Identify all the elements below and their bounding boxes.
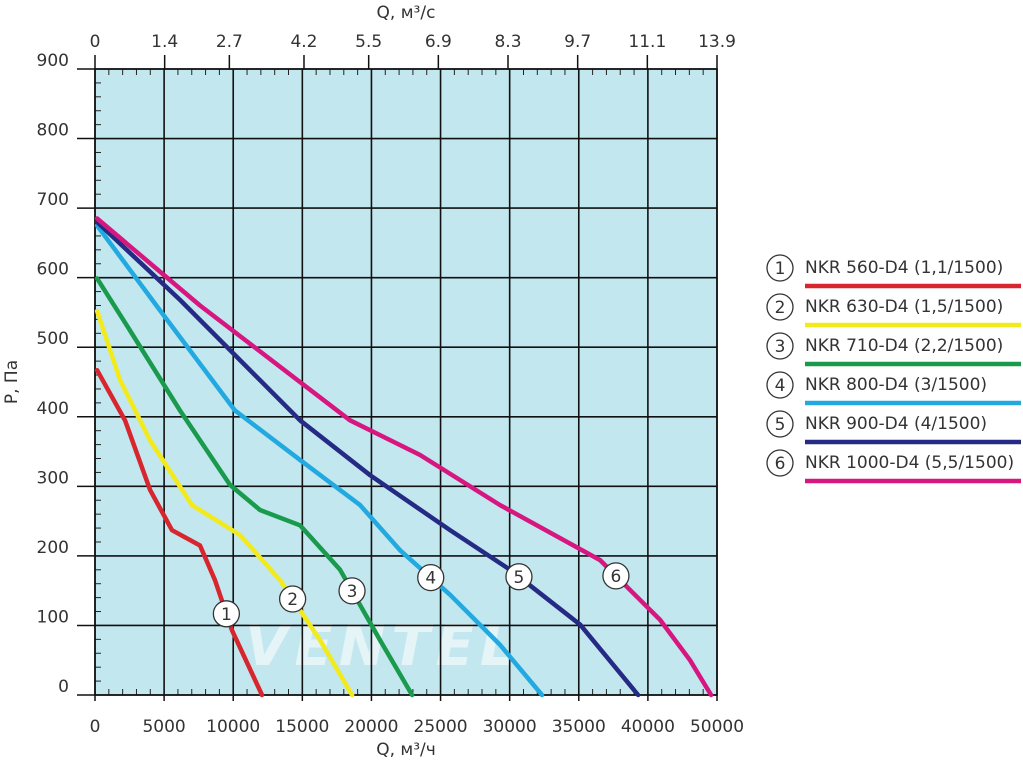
- curve-number: 4: [775, 376, 786, 396]
- curve-number: 2: [287, 590, 298, 610]
- x-tick-label: 5000: [142, 717, 185, 737]
- curve-number-circle: [766, 410, 794, 438]
- x2-tick-label: 9.7: [564, 32, 591, 52]
- plot-area: [95, 69, 717, 695]
- curve-number-circle: [505, 563, 533, 591]
- curve-number: 6: [775, 454, 786, 474]
- curve-number: 2: [775, 298, 786, 318]
- y-tick-label: 500: [37, 329, 69, 349]
- y-tick-label: 100: [37, 607, 69, 627]
- x-tick-label: 20000: [344, 717, 398, 737]
- x2-tick-label: 4.2: [290, 32, 317, 52]
- x2-tick-label: 13.9: [698, 32, 736, 52]
- performance-curve: [94, 276, 415, 698]
- curve-number: 5: [514, 568, 525, 588]
- x2-axis-title: Q, м³/с: [377, 3, 436, 23]
- legend-label: NKR 630-D4 (1,5/1500): [805, 297, 1003, 317]
- legend-label: NKR 1000-D4 (5,5/1500): [805, 453, 1014, 473]
- curve-number-circle: [278, 585, 307, 613]
- curve-number-circle: [417, 563, 445, 592]
- x-tick-label: 15000: [275, 717, 329, 737]
- curve-number-circle: [766, 449, 794, 477]
- curve-number-circle: [602, 562, 630, 590]
- curve-number: 4: [425, 569, 436, 589]
- x-tick-label: 40000: [621, 717, 675, 737]
- y-tick-label: 0: [58, 677, 69, 697]
- legend-label: NKR 900-D4 (4/1500): [805, 414, 987, 434]
- x-tick-label: 50000: [690, 717, 744, 737]
- x2-tick-label: 11.1: [628, 32, 666, 52]
- legend-label: NKR 560-D4 (1,1/1500): [805, 258, 1003, 278]
- curve-number-circle: [338, 577, 366, 605]
- y-tick-label: 400: [37, 399, 69, 419]
- x2-tick-label: 2.7: [216, 32, 243, 52]
- curve-number-circle: [766, 254, 794, 282]
- performance-curve: [94, 216, 714, 698]
- x2-tick-label: 0: [90, 32, 101, 52]
- curve-number-circle: [766, 293, 794, 321]
- x-tick-label: 0: [90, 717, 101, 737]
- curve-number-circle: [766, 371, 794, 399]
- x-axis-title: Q, м³/ч: [376, 740, 436, 760]
- x-tick-label: 25000: [414, 717, 468, 737]
- performance-curve: [94, 308, 355, 698]
- curve-number: 5: [775, 415, 786, 435]
- performance-curve: [94, 223, 545, 698]
- x2-tick-label: 8.3: [494, 32, 521, 52]
- plot-frame: [94, 68, 718, 696]
- x-tick-label: 30000: [483, 717, 537, 737]
- y-tick-label: 900: [37, 51, 69, 71]
- y-tick-label: 300: [37, 468, 69, 488]
- performance-curve: [94, 219, 641, 698]
- curve-number: 6: [611, 567, 622, 587]
- x2-tick-label: 5.5: [355, 32, 382, 52]
- legend-label: NKR 710-D4 (2,2/1500): [805, 336, 1003, 356]
- curve-number: 1: [775, 259, 786, 279]
- x-tick-label: 35000: [552, 717, 606, 737]
- y-tick-label: 600: [37, 260, 69, 280]
- x2-tick-label: 1.4: [151, 32, 178, 52]
- curve-number: 3: [775, 337, 786, 357]
- legend-label: NKR 800-D4 (3/1500): [805, 375, 987, 395]
- y-tick-label: 800: [37, 121, 69, 141]
- x-tick-label: 10000: [206, 717, 260, 737]
- curve-number-circle: [766, 332, 794, 360]
- y-tick-label: 200: [37, 538, 69, 558]
- y-axis-title: P, Па: [2, 360, 22, 404]
- curve-number-circle: [212, 600, 241, 628]
- y-tick-label: 700: [37, 190, 69, 210]
- x2-tick-label: 6.9: [425, 32, 452, 52]
- curve-number: 1: [221, 605, 232, 625]
- curve-number: 3: [347, 582, 358, 602]
